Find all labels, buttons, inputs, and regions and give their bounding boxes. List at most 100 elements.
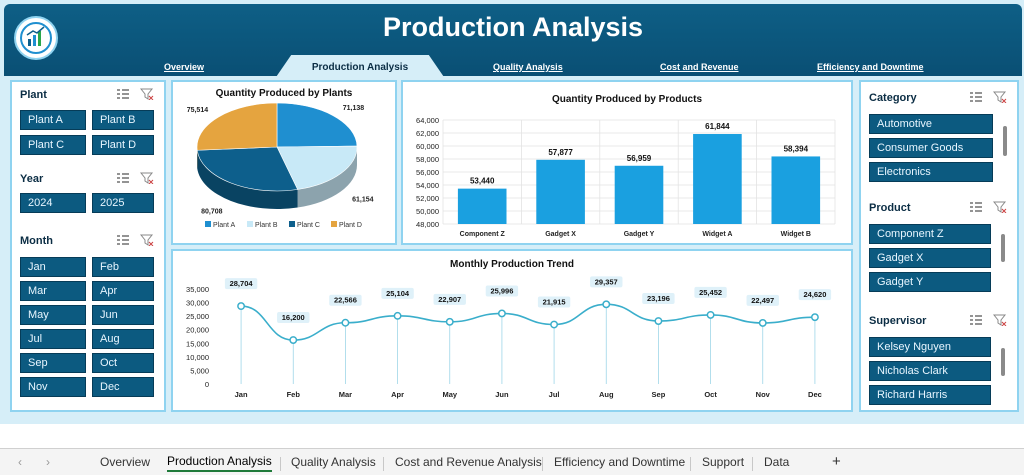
clear-filter-icon[interactable] xyxy=(993,314,1007,326)
slicer-title-month: Month xyxy=(20,235,53,247)
bar-data-label: 58,394 xyxy=(784,144,809,153)
line-data-label-bg xyxy=(329,294,362,306)
line-point-feb[interactable] xyxy=(289,336,298,344)
slicer-month-nov[interactable]: Nov xyxy=(20,377,86,397)
line-x-tick-label: Apr xyxy=(391,390,404,399)
sheet-tab-efficiency-and-downtime[interactable]: Efficiency and Downtime xyxy=(554,455,686,469)
line-data-label: 22,566 xyxy=(334,296,357,305)
slicer-supervisor-nicholas-clark[interactable]: Nicholas Clark xyxy=(869,361,991,381)
sheet-tab-support[interactable]: Support xyxy=(702,455,745,469)
slicer-supervisor-richard-harris[interactable]: Richard Harris xyxy=(869,385,991,405)
tab-separator xyxy=(383,457,384,471)
pie-slice-plant-b[interactable] xyxy=(276,145,358,190)
line-data-label-bg xyxy=(224,278,258,290)
line-x-tick-label: Oct xyxy=(704,390,717,399)
bar-chart: 64,000 62,000 60,000 58,000 56,000 54,000 52,0… xyxy=(416,116,836,238)
pie-slice-plant-d[interactable] xyxy=(196,102,278,151)
bar-widget-a[interactable] xyxy=(693,134,742,224)
sheet-tab-cost-and-revenue-analysis[interactable]: Cost and Revenue Analysis xyxy=(395,455,542,469)
bar-y-tick-label: 52,000 xyxy=(416,194,439,203)
bar-component-z[interactable] xyxy=(457,188,507,224)
slicer-month-may[interactable]: May xyxy=(20,305,86,325)
slicer-plant-c[interactable]: Plant C xyxy=(20,135,86,155)
slicer-category-automotive[interactable]: Automotive xyxy=(869,114,993,134)
line-point-oct[interactable] xyxy=(706,310,715,319)
tab-scroll-right-icon[interactable]: › xyxy=(46,455,50,469)
bar-data-label: 56,959 xyxy=(627,154,652,163)
line-point-aug[interactable] xyxy=(602,300,611,309)
slicer-category-electronics[interactable]: Electronics xyxy=(869,162,993,182)
line-point-may[interactable] xyxy=(445,317,454,326)
pie-data-label: 80,708 xyxy=(201,209,223,216)
slicer-month-oct[interactable]: Oct xyxy=(92,353,154,373)
slicer-month-aug[interactable]: Aug xyxy=(92,329,154,349)
nav-link-efficiency-and-downtime[interactable]: Efficiency and Downtime xyxy=(817,62,924,72)
line-y-tick-label: 10,000 xyxy=(186,353,209,362)
slicer-month-dec[interactable]: Dec xyxy=(92,377,154,397)
nav-link-overview[interactable]: Overview xyxy=(164,62,205,72)
tab-separator xyxy=(752,457,753,471)
clear-filter-icon[interactable] xyxy=(993,201,1007,213)
slicer-category-consumer-goods[interactable]: Consumer Goods xyxy=(869,138,993,158)
slicer-month-feb[interactable]: Feb xyxy=(92,257,154,277)
line-point-mar[interactable] xyxy=(341,318,350,327)
tab-scroll-left-icon[interactable]: ‹ xyxy=(18,455,22,469)
multi-select-icon[interactable] xyxy=(116,88,130,100)
nav-tab-production-analysis[interactable]: Production Analysis xyxy=(274,55,446,80)
bar-gadget-x[interactable] xyxy=(536,159,585,224)
line-data-label: 24,620 xyxy=(803,290,826,299)
multi-select-icon[interactable] xyxy=(969,201,983,213)
slicer-plant-b[interactable]: Plant B xyxy=(92,110,154,130)
pie-legend-label: Plant D xyxy=(339,222,362,229)
slicer-month-mar[interactable]: Mar xyxy=(20,281,86,301)
clear-filter-icon[interactable] xyxy=(993,91,1007,103)
line-point-jun[interactable] xyxy=(497,309,506,318)
nav-link-cost-and-revenue[interactable]: Cost and Revenue xyxy=(660,62,739,72)
multi-select-icon[interactable] xyxy=(969,314,983,326)
sheet-tab-quality-analysis[interactable]: Quality Analysis xyxy=(291,455,376,469)
line-point-sep[interactable] xyxy=(654,317,663,325)
slicer-product-gadget-x[interactable]: Gadget X xyxy=(869,248,991,268)
sheet-tab-production-analysis[interactable]: Production Analysis xyxy=(167,454,272,472)
category-scrollbar[interactable] xyxy=(1003,126,1007,156)
line-y-tick-label: 30,000 xyxy=(186,299,209,308)
sheet-tab-data[interactable]: Data xyxy=(764,455,790,469)
line-point-apr[interactable] xyxy=(393,311,402,320)
slicer-product-component-z[interactable]: Component Z xyxy=(869,224,991,244)
slicer-year-2024[interactable]: 2024 xyxy=(20,193,86,213)
clear-filter-icon[interactable] xyxy=(140,172,154,184)
line-x-tick-label: Dec xyxy=(808,390,822,399)
slicer-plant-a[interactable]: Plant A xyxy=(20,110,86,130)
product-scrollbar[interactable] xyxy=(1001,234,1005,262)
line-point-dec[interactable] xyxy=(810,313,819,322)
line-point-jan[interactable] xyxy=(237,302,246,311)
bar-gadget-y[interactable] xyxy=(614,165,664,224)
clear-filter-icon[interactable] xyxy=(140,88,154,100)
slicer-month-jul[interactable]: Jul xyxy=(20,329,86,349)
line-x-tick-label: Jun xyxy=(495,390,509,399)
bar-widget-b[interactable] xyxy=(771,156,821,224)
header-banner: Production Analysis Overview Production … xyxy=(4,4,1022,80)
pie-slice-plant-a[interactable] xyxy=(276,102,358,148)
line-point-nov[interactable] xyxy=(758,318,767,327)
slicer-plant-d[interactable]: Plant D xyxy=(92,135,154,155)
nav-link-quality-analysis[interactable]: Quality Analysis xyxy=(493,62,563,72)
slicer-month-apr[interactable]: Apr xyxy=(92,281,154,301)
slicer-year-2025[interactable]: 2025 xyxy=(92,193,154,213)
pie-slice-plant-c[interactable] xyxy=(196,146,299,192)
slicer-supervisor-kelsey-nguyen[interactable]: Kelsey Nguyen xyxy=(869,337,991,357)
tab-separator xyxy=(690,457,691,471)
bar-data-label: 53,440 xyxy=(470,177,495,186)
slicer-product-gadget-y[interactable]: Gadget Y xyxy=(869,272,991,292)
slicer-month-jan[interactable]: Jan xyxy=(20,257,86,277)
multi-select-icon[interactable] xyxy=(969,91,983,103)
slicer-month-sep[interactable]: Sep xyxy=(20,353,86,373)
supervisor-scrollbar[interactable] xyxy=(1001,348,1005,376)
clear-filter-icon[interactable] xyxy=(140,234,154,246)
sheet-tab-overview[interactable]: Overview xyxy=(100,455,151,469)
add-sheet-button[interactable]: + xyxy=(832,453,841,470)
multi-select-icon[interactable] xyxy=(116,172,130,184)
line-point-jul[interactable] xyxy=(550,320,559,329)
multi-select-icon[interactable] xyxy=(116,234,130,246)
slicer-month-jun[interactable]: Jun xyxy=(92,305,154,325)
